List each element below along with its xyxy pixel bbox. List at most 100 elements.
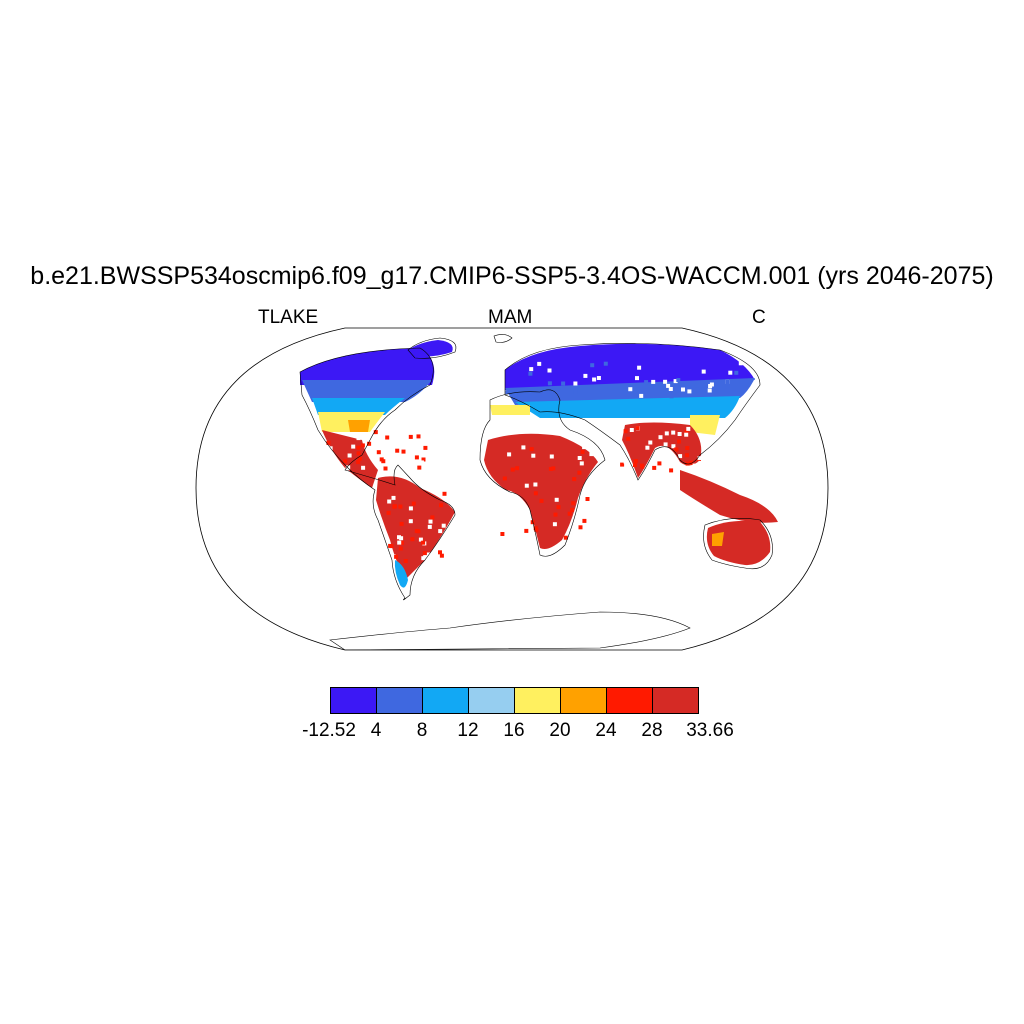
field-cell bbox=[582, 445, 587, 450]
colorbar-swatch bbox=[376, 687, 423, 714]
field-cell bbox=[589, 452, 594, 457]
field-cell bbox=[505, 390, 510, 395]
field-cell bbox=[416, 434, 421, 439]
field-cell bbox=[515, 466, 520, 471]
field-cell bbox=[669, 468, 674, 473]
field-cell bbox=[685, 446, 690, 450]
field-cell bbox=[395, 448, 400, 453]
field-cell bbox=[687, 389, 692, 394]
field-cell bbox=[635, 426, 640, 431]
field-cell bbox=[531, 453, 536, 458]
colorbar-tick-label: -12.52 bbox=[302, 720, 356, 741]
field-cell bbox=[664, 431, 669, 436]
field-cell bbox=[351, 444, 356, 449]
field-cell bbox=[548, 467, 553, 471]
field-region bbox=[408, 340, 453, 357]
field-cell bbox=[428, 519, 433, 524]
field-cell bbox=[697, 456, 702, 461]
field-cell bbox=[356, 460, 361, 465]
field-cell bbox=[391, 554, 396, 559]
field-cell bbox=[386, 510, 391, 515]
field-cell bbox=[408, 519, 413, 524]
field-cell bbox=[500, 532, 505, 536]
field-cell bbox=[639, 393, 644, 398]
field-cell bbox=[328, 469, 333, 474]
field-cell bbox=[356, 451, 361, 456]
field-cell bbox=[381, 459, 386, 464]
field-cell bbox=[685, 453, 689, 458]
field-cell bbox=[320, 466, 324, 471]
units-label: C bbox=[752, 307, 766, 328]
field-cell bbox=[376, 436, 381, 441]
field-cell bbox=[529, 367, 534, 372]
colorbar-swatch bbox=[560, 687, 607, 714]
coastlines bbox=[299, 334, 773, 650]
field-cell bbox=[501, 504, 506, 509]
field-cell bbox=[373, 430, 378, 435]
field-cell bbox=[418, 537, 423, 542]
field-cell bbox=[572, 477, 577, 482]
field-cell bbox=[547, 368, 552, 373]
field-cell bbox=[524, 483, 529, 488]
colorbar-swatch bbox=[514, 687, 561, 714]
field-cell bbox=[554, 497, 559, 502]
field-cell bbox=[681, 387, 685, 392]
field-cell bbox=[529, 447, 534, 452]
field-cell bbox=[623, 459, 628, 464]
field-cell bbox=[623, 429, 628, 434]
field-cell bbox=[648, 440, 653, 445]
field-cell bbox=[671, 430, 676, 435]
field-cell bbox=[556, 505, 561, 510]
field-region bbox=[322, 430, 378, 488]
field-cell bbox=[421, 457, 426, 462]
field-cell bbox=[626, 436, 631, 441]
colorbar-swatch bbox=[468, 687, 515, 714]
field-cell bbox=[510, 467, 515, 472]
field-cell bbox=[592, 377, 597, 382]
field-cell bbox=[657, 461, 662, 466]
field-cell bbox=[507, 452, 512, 457]
field-cell bbox=[674, 447, 679, 452]
field-cell bbox=[439, 553, 444, 558]
field-cell bbox=[389, 544, 394, 549]
field-region bbox=[300, 348, 435, 385]
field-cell bbox=[686, 426, 691, 431]
field-cell bbox=[385, 435, 390, 440]
colorbar-tick-label: 24 bbox=[595, 720, 617, 741]
field-cell bbox=[692, 463, 697, 468]
field-cell bbox=[427, 524, 432, 529]
field-cell bbox=[689, 460, 694, 465]
field-cell bbox=[357, 456, 362, 461]
season-label: MAM bbox=[488, 307, 533, 328]
field-cell bbox=[651, 379, 656, 384]
field-cell bbox=[411, 501, 416, 506]
field-cell bbox=[398, 546, 403, 551]
colorbar-tick-label: 8 bbox=[416, 720, 428, 741]
field-cell bbox=[343, 459, 348, 464]
field-cell bbox=[587, 479, 592, 483]
field-region bbox=[712, 532, 724, 546]
field-cell bbox=[356, 436, 361, 441]
field-cell bbox=[422, 551, 427, 556]
field-cell bbox=[577, 470, 582, 475]
field-cell bbox=[728, 370, 733, 375]
colorbar-swatch bbox=[422, 687, 469, 714]
variable-label: TLAKE bbox=[258, 307, 319, 328]
field-cell bbox=[423, 445, 428, 450]
field-cell bbox=[620, 469, 625, 474]
field-cell bbox=[502, 476, 507, 481]
colorbar-tick-label: 12 bbox=[457, 720, 479, 741]
field-cell bbox=[387, 499, 392, 504]
field-cell bbox=[397, 457, 402, 462]
field-cell bbox=[660, 462, 665, 466]
field-cell bbox=[533, 491, 538, 496]
field-cell bbox=[326, 440, 331, 445]
field-region bbox=[490, 405, 530, 415]
field-cell bbox=[408, 434, 413, 439]
field-region bbox=[690, 415, 720, 435]
field-cell bbox=[633, 463, 637, 467]
colorbar-swatch bbox=[652, 687, 699, 714]
field-cell bbox=[620, 462, 625, 467]
field-cell bbox=[421, 540, 426, 545]
